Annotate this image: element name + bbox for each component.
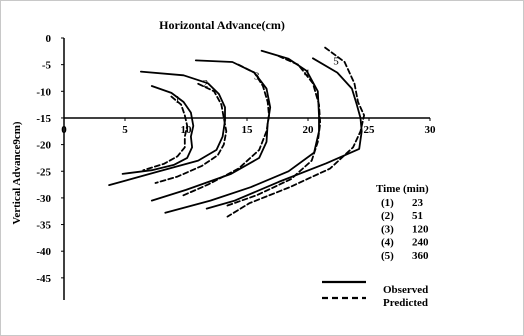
legend-observed-label: Observed: [383, 284, 428, 296]
predicted-curve-3: [181, 63, 270, 197]
legend-time-value: 51: [412, 210, 423, 222]
curve-label: 3: [254, 71, 260, 83]
legend-time-value: 120: [412, 223, 429, 235]
y-tick-label: -25: [36, 166, 51, 178]
legend-time-value: 240: [412, 237, 429, 249]
observed-curve-1: [121, 85, 195, 175]
x-tick-label: 25: [364, 124, 376, 136]
y-tick-label: -15: [36, 113, 51, 125]
x-tick-label: 20: [303, 124, 315, 136]
predicted-curve-4: [224, 55, 322, 208]
y-tick-label: 0: [46, 33, 52, 45]
x-tick-label: 0: [61, 124, 67, 136]
legend-time-label: (2): [381, 210, 394, 222]
y-tick-label: -30: [36, 193, 51, 205]
legend: Time (min) (1) 23(2) 51(3) 120(4) 240(5) 360 …: [322, 183, 429, 309]
y-tick-label: -40: [36, 246, 51, 258]
x-tick-label: 15: [242, 124, 254, 136]
curve-label: 1: [175, 94, 181, 106]
legend-time-title: Time (min): [376, 183, 429, 195]
curve-label: 4: [304, 67, 310, 79]
x-tick-label: 5: [122, 124, 128, 136]
legend-time-label: (4): [381, 237, 394, 249]
curve-label: 2: [203, 78, 209, 90]
y-tick-label: -5: [42, 60, 52, 72]
observed-curve-5: [205, 57, 363, 210]
y-tick-label: -20: [36, 140, 51, 152]
predicted-curve-2: [154, 82, 228, 184]
legend-time-label: (3): [381, 223, 394, 235]
y-tick-label: -45: [36, 273, 51, 285]
legend-time-value: 360: [412, 250, 429, 262]
chart-title: Horizontal Advance(cm): [159, 18, 285, 32]
y-axis-label: Vertical Advance9cm): [11, 121, 23, 224]
legend-predicted-label: Predicted: [383, 297, 428, 309]
predicted-curve-1: [142, 95, 189, 172]
legend-time-label: (1): [381, 197, 394, 209]
x-tick-label: 30: [425, 124, 437, 136]
curve-label: 5: [333, 56, 339, 68]
legend-time-value: 23: [412, 197, 424, 209]
x-tick-label: 10: [181, 124, 193, 136]
legend-time-label: (5): [381, 250, 394, 262]
y-tick-label: -35: [36, 220, 51, 232]
predicted-curve-5: [226, 46, 365, 218]
y-tick-label: -10: [36, 86, 51, 98]
